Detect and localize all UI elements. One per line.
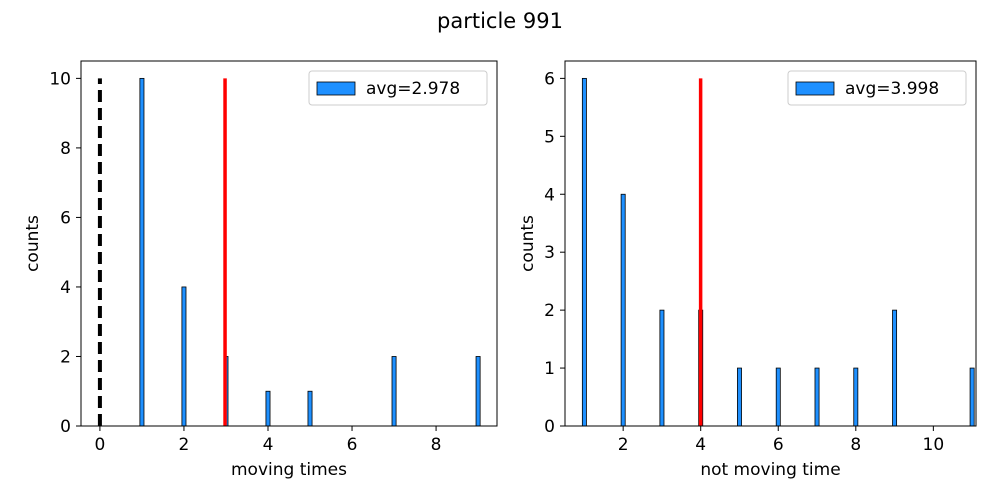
x-tick-label: 6	[347, 435, 358, 455]
histogram-bar	[265, 390, 271, 427]
y-tick-label: 4	[544, 185, 555, 205]
y-tick-label: 0	[60, 417, 71, 437]
histogram-bar	[659, 309, 665, 427]
y-tick-label: 10	[49, 69, 71, 89]
y-tick-label: 4	[60, 278, 71, 298]
x-tick-label: 0	[94, 435, 105, 455]
histogram-bar	[853, 367, 859, 427]
histogram-bar	[775, 367, 781, 427]
y-tick-label: 5	[544, 127, 555, 147]
right-histogram-panel: 2 4 6 8 10 0 1 2 3 4 5 6 not moving time counts avg=3.…	[518, 60, 977, 480]
histogram-bar	[814, 367, 820, 427]
legend-box	[308, 70, 488, 106]
y-tick-label: 0	[544, 417, 555, 437]
y-tick-label: 3	[544, 243, 555, 263]
legend-swatch	[316, 81, 356, 96]
histogram-bar	[391, 356, 397, 427]
histogram-bar	[475, 356, 481, 427]
histogram-bar	[181, 286, 187, 427]
histogram-bar	[737, 367, 742, 427]
y-tick-label: 2	[60, 347, 71, 367]
x-tick-label: 4	[695, 435, 706, 455]
y-axis-label: counts	[518, 215, 538, 272]
histogram-bar	[969, 367, 975, 427]
histogram-bar	[581, 77, 587, 427]
figure-title: particle 991	[437, 9, 563, 33]
y-tick-label: 2	[544, 301, 555, 321]
histogram-bar	[139, 77, 145, 427]
y-tick-label: 6	[60, 208, 71, 228]
x-tick-label: 6	[773, 435, 784, 455]
legend-box	[787, 70, 967, 106]
x-tick-label: 4	[263, 435, 274, 455]
x-tick-label: 2	[179, 435, 190, 455]
y-tick-label: 8	[60, 139, 71, 159]
axes-frame	[80, 60, 498, 427]
axes-frame	[564, 60, 977, 427]
histogram-bar	[892, 309, 898, 427]
left-histogram-panel: 0 2 4 6 8 0 2 4 6 8 10 moving times counts avg=2.978	[23, 60, 498, 480]
histogram-bar	[620, 193, 626, 427]
x-axis-label: moving times	[231, 460, 347, 480]
y-axis-label: counts	[23, 215, 43, 272]
legend-swatch	[795, 81, 835, 96]
histogram-bar	[307, 390, 313, 427]
x-tick-label: 8	[850, 435, 861, 455]
x-tick-label: 10	[923, 435, 945, 455]
y-tick-label: 1	[544, 359, 555, 379]
x-tick-label: 8	[431, 435, 442, 455]
y-tick-label: 6	[544, 69, 555, 89]
legend-label: avg=2.978	[366, 79, 460, 99]
x-axis-label: not moving time	[700, 460, 840, 480]
x-tick-label: 2	[618, 435, 629, 455]
legend-label: avg=3.998	[845, 79, 939, 99]
